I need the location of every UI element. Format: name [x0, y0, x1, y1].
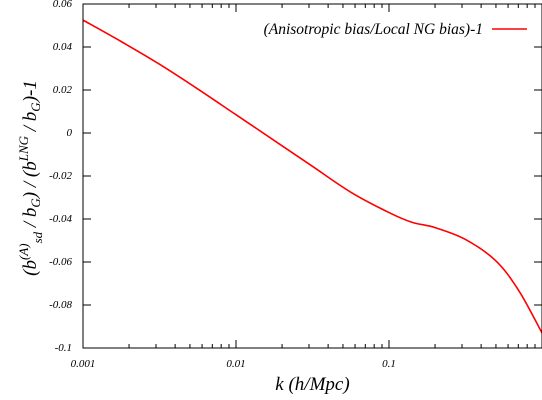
y-axis-label: (b(A)sd / bG) / (bLNG / bG)-1	[16, 80, 45, 276]
tick-labels: 0.06 0.04 0.02 0 -0.02 -0.04 -0.06 -0.08 -0.1 0.0…	[49, 0, 396, 370]
y-tick-label: 0	[67, 127, 73, 139]
y-tick-label: 0.04	[53, 41, 73, 53]
x-tick-label: 0.1	[382, 358, 396, 370]
plot-frame	[82, 3, 542, 349]
y-tick-label: -0.06	[49, 256, 72, 268]
series-line	[82, 19, 542, 334]
y-tick-label: 0.06	[53, 0, 73, 10]
tick-marks	[83, 4, 542, 348]
x-axis-label: k (h/Mpc)	[275, 374, 349, 395]
x-tick-label: 0.001	[71, 358, 96, 370]
legend: (Anisotropic bias/Local NG bias)-1	[264, 21, 527, 38]
y-tick-label: -0.08	[49, 299, 72, 311]
y-tick-label: -0.1	[55, 342, 72, 354]
y-tick-label: -0.04	[49, 213, 72, 225]
y-tick-label: 0.02	[53, 84, 73, 96]
y-tick-label: -0.02	[49, 170, 72, 182]
legend-entry-label: (Anisotropic bias/Local NG bias)-1	[264, 21, 483, 38]
x-tick-label: 0.01	[226, 358, 245, 370]
